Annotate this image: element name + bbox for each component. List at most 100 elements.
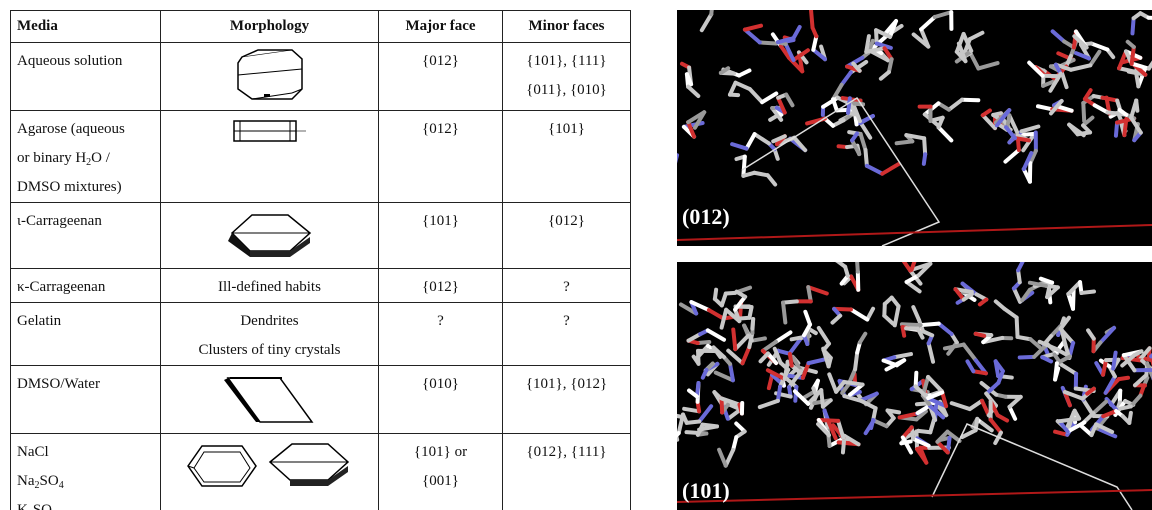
bond: [819, 328, 829, 344]
bond: [733, 330, 735, 350]
bond: [813, 36, 816, 50]
bond: [715, 290, 716, 299]
bond: [811, 10, 813, 28]
bond: [979, 421, 992, 431]
cell-line: {101}: [385, 207, 496, 236]
bond: [921, 324, 939, 326]
bond: [871, 420, 873, 428]
table-wrap: MediaMorphologyMajor faceMinor faces Aqu…: [10, 10, 631, 510]
cell-line: {010}: [385, 370, 496, 399]
bond: [860, 334, 865, 343]
bond: [970, 53, 978, 68]
bond: [967, 361, 973, 371]
morphology-cell: Ill-defined habits: [161, 269, 379, 303]
media-cell: Gelatin: [11, 303, 161, 366]
bond: [980, 300, 986, 305]
bond: [916, 373, 917, 387]
bond: [949, 100, 962, 110]
header-row: MediaMorphologyMajor faceMinor faces: [11, 11, 631, 43]
bond: [1132, 47, 1134, 64]
header-cell: Major face: [379, 11, 503, 43]
bond: [1081, 425, 1092, 435]
cell-line: DMSO mixtures): [17, 173, 154, 202]
cell-line: ?: [509, 273, 624, 302]
cell-line: {001}: [385, 467, 496, 496]
bond: [976, 334, 984, 336]
morphology-cell: [161, 111, 379, 203]
bond: [1018, 262, 1022, 270]
table-row: NaClNa2SO4K2SO4{101} or{001}{012}, {111}: [11, 434, 631, 510]
table-body: Aqueous solution{012}{101}, {111}{011}, …: [11, 43, 631, 510]
bond: [881, 72, 889, 79]
bond: [743, 347, 750, 363]
bond: [745, 30, 760, 43]
minor-cell: ?: [503, 269, 631, 303]
cell-line: {101}: [509, 115, 624, 144]
bond: [1132, 18, 1133, 33]
cell-line: NaCl: [17, 438, 154, 467]
bond: [783, 301, 797, 302]
bond: [982, 401, 989, 416]
bond: [895, 306, 899, 325]
bond: [737, 292, 746, 297]
bond: [978, 63, 997, 68]
bond: [861, 134, 866, 150]
morphology-cell: [161, 366, 379, 434]
bond: [1081, 291, 1094, 292]
crystal-sketch: [167, 115, 372, 145]
bond: [1136, 101, 1137, 111]
bond: [1042, 357, 1051, 361]
bond: [983, 110, 990, 115]
cell-line: or binary H2O /: [17, 144, 154, 173]
media-cell: Aqueous solution: [11, 43, 161, 111]
morphology-cell: DendritesClusters of tiny crystals: [161, 303, 379, 366]
text-part: SO: [40, 473, 59, 489]
bond: [786, 95, 792, 106]
bond: [917, 403, 934, 404]
bond: [790, 354, 792, 366]
header-cell: Minor faces: [503, 11, 631, 43]
bond: [746, 134, 754, 148]
cell-line: Aqueous solution: [17, 47, 154, 76]
page: MediaMorphologyMajor faceMinor faces Aqu…: [0, 0, 1152, 510]
bond: [894, 354, 911, 357]
bond: [857, 262, 858, 272]
bond: [1131, 396, 1141, 407]
bond: [745, 26, 761, 30]
bond: [760, 401, 778, 407]
bond: [832, 316, 840, 323]
panel-label: (101): [682, 478, 730, 503]
header-cell: Morphology: [161, 11, 379, 43]
cell-line: ?: [509, 307, 624, 336]
bond: [1091, 43, 1107, 49]
bond: [689, 334, 701, 340]
text-part: or binary H: [17, 150, 86, 166]
major-cell: {012}: [379, 111, 503, 203]
bond: [677, 415, 680, 417]
bond: [844, 382, 862, 385]
bond: [750, 89, 762, 102]
bond: [722, 310, 727, 328]
bond: [1005, 150, 1018, 162]
bond: [761, 353, 768, 361]
bond: [952, 403, 970, 409]
bond: [836, 262, 845, 267]
bond: [848, 98, 850, 113]
bond: [935, 12, 951, 17]
minor-cell: {101}, {012}: [503, 366, 631, 434]
cell-line: Agarose (aqueous: [17, 115, 154, 144]
bond: [803, 363, 809, 378]
bond: [732, 144, 746, 148]
bond: [1015, 138, 1029, 140]
cell-line: K2SO4: [17, 496, 154, 510]
bond: [921, 17, 935, 29]
bond: [1017, 318, 1018, 337]
minor-cell: {101}, {111}{011}, {010}: [503, 43, 631, 111]
bond: [783, 303, 785, 323]
minor-cell: {101}: [503, 111, 631, 203]
bond: [1128, 42, 1134, 47]
table-row: Aqueous solution{012}{101}, {111}{011}, …: [11, 43, 631, 111]
major-cell: {101}: [379, 203, 503, 269]
cell-line: {012}: [385, 115, 496, 144]
cell-line: {012}: [385, 273, 496, 302]
